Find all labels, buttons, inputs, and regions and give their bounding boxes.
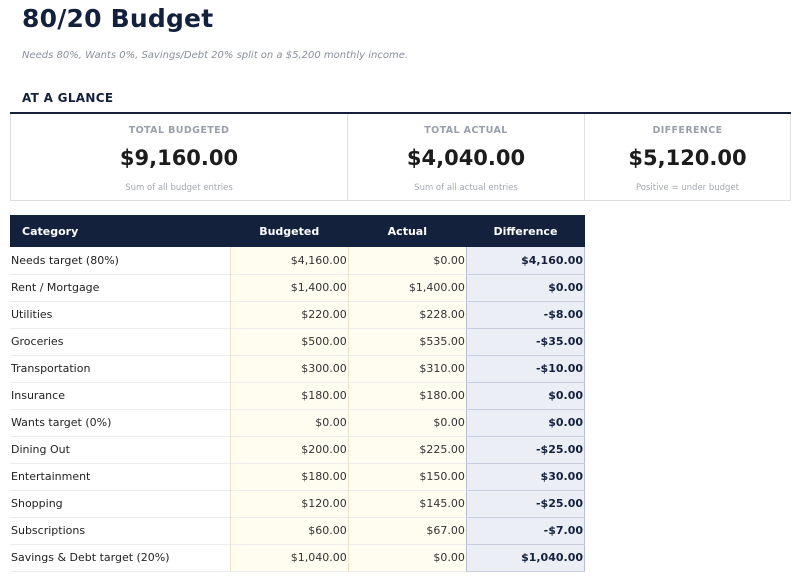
cell-difference: $0.00 xyxy=(465,409,586,437)
cell-actual: $0.00 xyxy=(347,409,467,436)
cell-category: Savings & Debt target (20%) xyxy=(11,551,170,564)
cell-difference: -$7.00 xyxy=(465,517,586,545)
card-total-budgeted: TOTAL BUDGETED $9,160.00 Sum of all budg… xyxy=(10,114,348,201)
table-row: Savings & Debt target (20%) $1,040.00 $0.0… xyxy=(10,544,586,572)
cell-actual: $145.00 xyxy=(347,490,467,517)
card-note: Positive = under budget xyxy=(635,183,740,193)
card-note: Sum of all actual entries xyxy=(414,183,518,193)
cell-category: Needs target (80%) xyxy=(11,253,119,267)
cell-budgeted: $500.00 xyxy=(229,328,349,355)
cell-budgeted: $200.00 xyxy=(229,436,349,463)
table-row: Utilities $220.00 $228.00 -$8.00 xyxy=(10,301,586,329)
cell-budgeted: $0.00 xyxy=(229,409,349,436)
table-header-row: Category Budgeted Actual Difference xyxy=(10,215,585,247)
table-row: Insurance $180.00 $180.00 $0.00 xyxy=(10,382,586,410)
cell-budgeted: $1,400.00 xyxy=(229,274,349,301)
card-value: $5,120.00 xyxy=(628,146,747,170)
cell-budgeted: $180.00 xyxy=(229,382,349,409)
card-label: TOTAL ACTUAL xyxy=(424,125,508,136)
cell-difference: $1,040.00 xyxy=(465,544,586,572)
card-value: $9,160.00 xyxy=(119,146,239,170)
cell-actual: $1,400.00 xyxy=(347,274,467,301)
page-title: 80/20 Budget xyxy=(22,4,214,33)
cell-actual: $0.00 xyxy=(347,544,467,571)
card-value: $4,040.00 xyxy=(406,146,526,170)
cell-actual: $67.00 xyxy=(347,517,467,544)
cell-actual: $0.00 xyxy=(347,247,467,274)
cell-category: Transportation xyxy=(11,362,91,375)
cell-actual: $150.00 xyxy=(347,463,467,490)
cell-difference: $0.00 xyxy=(465,274,586,302)
cell-budgeted: $60.00 xyxy=(229,517,349,544)
cell-difference: $4,160.00 xyxy=(465,247,586,275)
card-note: Sum of all budget entries xyxy=(125,183,233,193)
table-row: Entertainment $180.00 $150.00 $30.00 xyxy=(10,463,586,491)
cell-actual: $225.00 xyxy=(347,436,467,463)
cell-difference: -$25.00 xyxy=(465,436,586,464)
cell-difference: -$8.00 xyxy=(465,301,586,329)
cell-category: Wants target (0%) xyxy=(11,416,112,429)
table-row: Wants target (0%) $0.00 $0.00 $0.00 xyxy=(10,409,586,437)
cell-category: Insurance xyxy=(11,389,65,402)
table-body: Needs target (80%) $4,160.00 $0.00 $4,160.0… xyxy=(10,247,586,572)
table-row: Groceries $500.00 $535.00 -$35.00 xyxy=(10,328,586,356)
column-header-category: Category xyxy=(22,224,79,238)
table-row: Dining Out $200.00 $225.00 -$25.00 xyxy=(10,436,586,464)
section-heading-at-a-glance: AT A GLANCE xyxy=(22,91,114,105)
cell-difference: $0.00 xyxy=(465,382,586,410)
table-row: Shopping $120.00 $145.00 -$25.00 xyxy=(10,490,586,518)
column-header-actual: Actual xyxy=(387,224,427,238)
table-row: Rent / Mortgage $1,400.00 $1,400.00 $0.00 xyxy=(10,274,586,302)
card-label: TOTAL BUDGETED xyxy=(128,125,230,136)
table-row: Transportation $300.00 $310.00 -$10.00 xyxy=(10,355,586,383)
cell-difference: -$25.00 xyxy=(465,490,586,518)
card-label: DIFFERENCE xyxy=(652,125,723,136)
cell-category: Dining Out xyxy=(11,443,70,456)
page-subtitle: Needs 80%, Wants 0%, Savings/Debt 20% sp… xyxy=(22,50,409,61)
cell-budgeted: $300.00 xyxy=(229,355,349,382)
cell-actual: $180.00 xyxy=(347,382,467,409)
column-header-budgeted: Budgeted xyxy=(259,224,320,238)
card-total-actual: TOTAL ACTUAL $4,040.00 Sum of all actual… xyxy=(348,114,585,201)
cell-budgeted: $1,040.00 xyxy=(229,544,349,571)
budget-table: Category Budgeted Actual Difference Need… xyxy=(10,215,586,572)
column-header-difference: Difference xyxy=(493,224,558,238)
cell-actual: $310.00 xyxy=(347,355,467,382)
cell-difference: -$10.00 xyxy=(465,355,586,383)
card-difference: DIFFERENCE $5,120.00 Positive = under bu… xyxy=(585,114,791,201)
cell-actual: $228.00 xyxy=(347,301,467,328)
cell-category: Utilities xyxy=(11,308,53,321)
cell-difference: -$35.00 xyxy=(465,328,586,356)
cell-difference: $30.00 xyxy=(465,463,586,491)
cell-budgeted: $180.00 xyxy=(229,463,349,490)
cell-category: Shopping xyxy=(11,497,63,510)
table-row: Needs target (80%) $4,160.00 $0.00 $4,160.0… xyxy=(10,247,586,275)
cell-budgeted: $4,160.00 xyxy=(229,247,349,274)
cell-budgeted: $120.00 xyxy=(229,490,349,517)
cell-actual: $535.00 xyxy=(347,328,467,355)
cell-category: Entertainment xyxy=(11,470,91,483)
cell-category: Subscriptions xyxy=(11,524,86,537)
summary-cards: TOTAL BUDGETED $9,160.00 Sum of all budg… xyxy=(10,112,791,201)
cell-category: Groceries xyxy=(11,335,64,348)
cell-category: Rent / Mortgage xyxy=(11,281,100,294)
table-row: Subscriptions $60.00 $67.00 -$7.00 xyxy=(10,517,586,545)
cell-budgeted: $220.00 xyxy=(229,301,349,328)
